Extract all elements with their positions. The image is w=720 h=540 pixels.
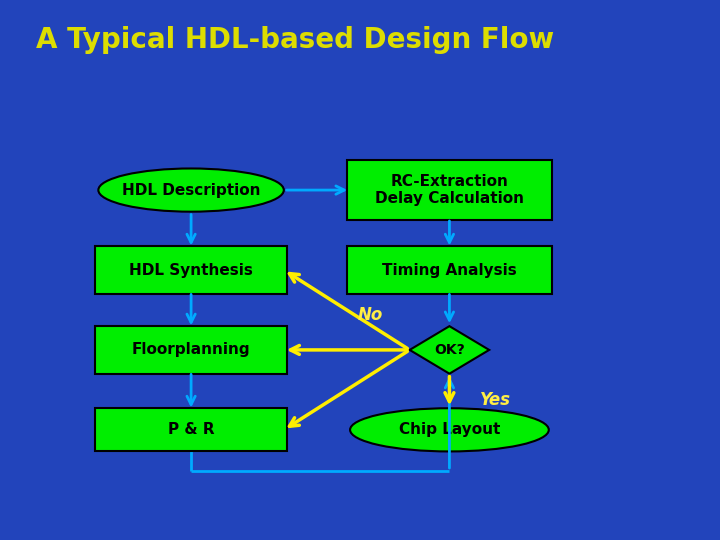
Text: RC-Extraction
Delay Calculation: RC-Extraction Delay Calculation (375, 174, 524, 206)
FancyBboxPatch shape (95, 326, 287, 374)
FancyBboxPatch shape (95, 408, 287, 451)
FancyBboxPatch shape (347, 246, 552, 294)
FancyBboxPatch shape (347, 160, 552, 220)
Text: HDL Description: HDL Description (122, 183, 261, 198)
Ellipse shape (350, 408, 549, 451)
Ellipse shape (99, 168, 284, 212)
FancyBboxPatch shape (95, 246, 287, 294)
Text: Timing Analysis: Timing Analysis (382, 262, 517, 278)
Polygon shape (410, 326, 489, 374)
Text: Yes: Yes (480, 390, 511, 409)
Text: No: No (357, 306, 382, 325)
Text: A Typical HDL-based Design Flow: A Typical HDL-based Design Flow (36, 26, 554, 55)
Text: HDL Synthesis: HDL Synthesis (129, 262, 253, 278)
Text: Chip Layout: Chip Layout (399, 422, 500, 437)
Text: Floorplanning: Floorplanning (132, 342, 251, 357)
Text: OK?: OK? (434, 343, 465, 357)
Text: P & R: P & R (168, 422, 215, 437)
